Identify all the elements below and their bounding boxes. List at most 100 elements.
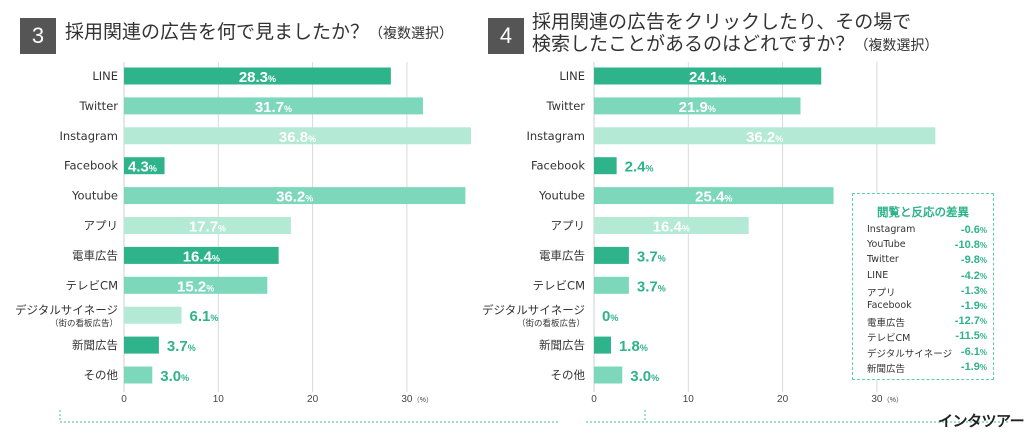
bar [124,246,279,264]
x-tick-label: 10 [683,394,695,405]
category-label: Twitter [78,99,118,113]
category-label: アプリ [84,219,119,233]
difference-box: 閲覧と反応の差異 Instagram -0.6% YouTube -10.8% Twit… [852,193,994,380]
category-label: Facebook [64,159,118,173]
bar [124,127,472,145]
category-note: （街の看板広告） [517,318,585,329]
bar [124,336,159,354]
data-label: 24.1% [689,69,726,86]
data-label: 4.3% [128,159,157,176]
x-tick-label: 20 [777,394,789,405]
bar [124,67,391,85]
difference-row: デジタルサイネージ -6.1% [867,346,987,360]
chart-title: 採用関連の広告をクリックしたり、その場で 検索したことがあるのはどれですか？（複… [532,11,938,57]
data-label: 36.8% [279,129,316,146]
difference-box-title: 閲覧と反応の差異 [877,205,969,219]
difference-value: -9.8% [960,254,987,267]
difference-value: -1.3% [960,284,987,297]
bar [124,187,466,205]
bar [124,366,153,384]
category-label: Instagram [59,129,118,143]
difference-label: Instagram [867,224,916,235]
data-label: 16.4% [653,219,690,236]
chart-panel-4: 0 10 20 30 （%） LINE 24.1% Twitter 21.9% Instagram… [482,62,1010,423]
data-label: 2.4% [625,159,654,176]
difference-label: YouTube [867,239,906,251]
data-label: 17.7% [189,219,226,236]
category-label: Facebook [531,159,585,173]
difference-row: Facebook -1.9% [867,300,987,312]
difference-value: -0.6% [960,224,987,236]
difference-row: LINE -4.2% [867,270,987,282]
data-label: 31.7% [255,99,292,116]
panel-number-badge: 4 [488,18,524,54]
category-label: 新聞広告 [72,338,118,352]
category-label: Youtube [538,189,585,203]
bar [594,97,801,115]
x-tick-label: 0 [121,394,127,405]
x-tick-label: 20 [307,394,319,405]
chart-title-main: 採用関連の広告を何で見ましたか？ [65,21,370,43]
difference-value: -1.9% [960,300,987,312]
data-label: 16.4% [183,248,220,265]
category-label: LINE [559,69,585,83]
bar [124,157,165,175]
difference-label: デジタルサイネージ [867,348,953,360]
data-label: 3.7% [637,278,666,295]
difference-label: Facebook [867,300,912,311]
difference-label: Twitter [867,254,899,266]
difference-label: 新聞広告 [867,363,906,375]
data-label: 3.0% [160,368,189,385]
data-label: 28.3% [239,69,276,86]
category-label: LINE [92,69,118,83]
bar [594,366,623,384]
chart-panel-3: 0 10 20 30 （%） LINE 28.3% Twitter 31.7% Instagram… [15,62,560,423]
difference-row: Twitter -9.8% [867,254,987,266]
data-label: 25.4% [695,189,732,206]
data-label: 1.8% [619,338,648,355]
panel-number-badge: 3 [20,18,56,54]
x-unit-label: （%） [883,396,903,404]
difference-value: -6.1% [960,345,987,358]
data-label: 6.1% [190,308,219,325]
difference-label: テレビCM [867,333,911,345]
bar [124,97,423,115]
category-label: その他 [84,368,119,382]
brand-logo: インタツアー [938,412,1025,430]
bar [594,157,617,175]
bar [594,217,749,234]
bar [124,306,182,324]
chart-title-line2: 検索したことがあるのはどれですか？ [532,33,855,55]
bar [594,246,629,264]
category-label: Instagram [526,129,585,143]
x-tick-label: 30 [401,394,413,405]
x-tick-label: 0 [591,394,597,405]
data-label: 36.2% [746,129,783,146]
category-label: デジタルサイネージ [482,303,585,317]
difference-value: -1.9% [960,360,987,373]
x-tick-label: 30 [871,394,883,405]
bar [594,336,611,354]
category-label: アプリ [551,219,586,233]
category-label: テレビCM [533,278,585,292]
data-label: 3.0% [630,368,659,385]
difference-row: 電車広告 -12.7% [867,315,987,329]
bar [594,67,822,85]
difference-row: テレビCM -11.5% [867,330,987,344]
difference-row: アプリ -1.3% [867,285,987,299]
data-label: 3.7% [637,248,666,265]
chart-title: 採用関連の広告を何で見ましたか？（複数選択） [65,21,453,45]
difference-value: -11.5% [955,330,987,343]
category-label: 新聞広告 [539,338,585,352]
difference-label: LINE [867,269,889,281]
chart-title-sub: （複数選択） [369,26,454,42]
data-label: 15.2% [177,278,214,295]
bar [124,276,268,294]
bar [594,276,629,294]
difference-row: YouTube -10.8% [867,239,987,251]
difference-row: Instagram -0.6% [867,224,987,236]
category-note: （街の看板広告） [50,318,118,329]
difference-label: 電車広告 [867,318,906,330]
category-label: テレビCM [66,278,118,292]
data-label: 36.2% [276,189,313,206]
